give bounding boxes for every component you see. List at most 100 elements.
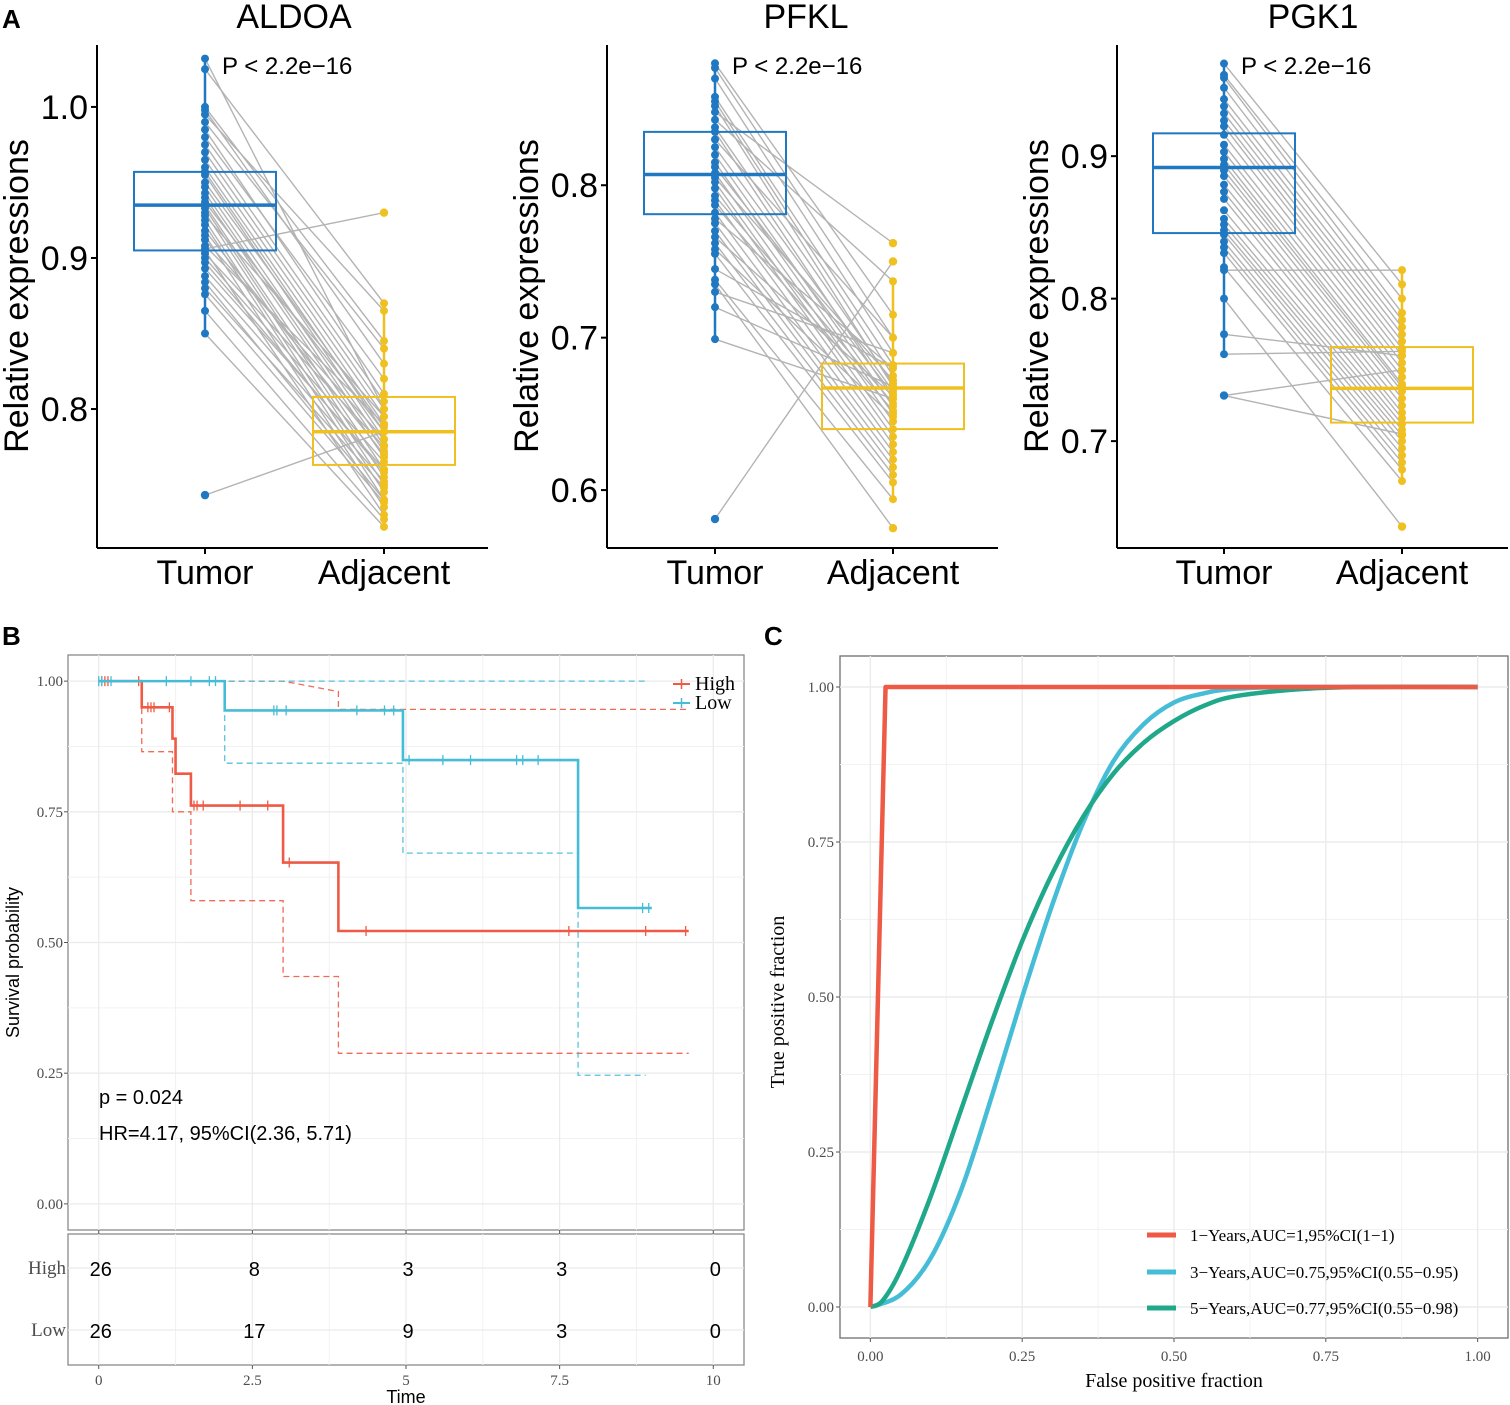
data-point-tumor (201, 220, 209, 229)
data-point-tumor (711, 233, 719, 242)
pair-line (204, 262, 385, 473)
data-point-adjacent (1398, 465, 1406, 474)
pair-line (1223, 164, 1403, 388)
legend-label-low: Low (695, 692, 732, 714)
p-value-annotation: p = 0.024 (99, 1087, 183, 1109)
data-point-adjacent (1398, 316, 1406, 325)
pair-line (1223, 169, 1403, 392)
pair-line (204, 211, 385, 250)
data-point-tumor (201, 272, 209, 281)
ci-lower-high (98, 680, 689, 1054)
x-tick-label: 0.75 (1313, 1349, 1339, 1365)
pair-line (204, 159, 385, 417)
pair-line (714, 230, 894, 468)
x-tick-label: 1.00 (1465, 1349, 1491, 1365)
pair-line (1223, 224, 1403, 436)
risk-row-label-low: Low (31, 1320, 66, 1341)
y-tick-label: 0.8 (551, 167, 598, 205)
pair-line (204, 129, 385, 395)
pair-line (204, 212, 385, 485)
data-point-tumor (201, 125, 209, 134)
data-point-tumor (201, 290, 209, 299)
y-tick-label: 0.6 (551, 472, 598, 510)
data-point-adjacent (889, 348, 897, 357)
data-point-adjacent (380, 450, 388, 459)
data-point-adjacent (380, 344, 388, 353)
pair-line (1223, 266, 1403, 482)
pair-line (714, 177, 894, 381)
data-point-adjacent (889, 394, 897, 403)
data-point-adjacent (1398, 401, 1406, 410)
outlier-point (1219, 391, 1229, 400)
data-point-adjacent (380, 389, 388, 398)
pair-line (714, 146, 894, 392)
data-point-adjacent (380, 397, 388, 406)
p-value-annotation: P < 2.2e−16 (732, 53, 862, 80)
pair-line (1223, 394, 1403, 435)
data-point-adjacent (380, 359, 388, 368)
data-point-tumor (711, 280, 719, 289)
pair-line (714, 62, 894, 316)
data-point-adjacent (1398, 420, 1406, 429)
data-point-tumor (201, 140, 209, 149)
outlier-point (888, 523, 898, 533)
roc-curve-1-year (868, 684, 1478, 1308)
data-point-tumor (1220, 147, 1228, 156)
data-point-adjacent (1398, 458, 1406, 467)
x-tick-label: 0.25 (1009, 1349, 1035, 1365)
outlier-point (1397, 522, 1407, 531)
data-point-tumor (1220, 350, 1228, 359)
p-value-annotation: P < 2.2e−16 (1241, 53, 1371, 80)
x-axis-label: Time (386, 1387, 425, 1405)
data-point-tumor (201, 133, 209, 142)
y-axis-label: Relative expressions (508, 139, 546, 453)
data-point-tumor (711, 239, 719, 248)
data-point-tumor (711, 162, 719, 171)
data-point-tumor (711, 178, 719, 187)
data-point-adjacent (1398, 387, 1406, 396)
legend-label: 5−Years,AUC=0.77,95%CI(0.55−0.98) (1190, 1299, 1458, 1318)
data-point-tumor (1220, 194, 1228, 203)
pair-line (204, 287, 385, 489)
pair-line (714, 291, 894, 354)
data-point-adjacent (889, 495, 897, 504)
ci-lower-low (98, 680, 646, 1076)
plot-title: ALDOA (236, 0, 352, 36)
legend-label-high: High (695, 673, 735, 695)
data-point-tumor (1220, 266, 1228, 275)
pair-line (1223, 134, 1403, 364)
data-point-tumor (1220, 59, 1228, 68)
pair-line (714, 268, 894, 369)
data-point-tumor (201, 182, 209, 191)
data-point-adjacent (380, 306, 388, 315)
data-point-adjacent (380, 483, 388, 492)
pair-line (1223, 246, 1403, 463)
data-point-adjacent (889, 382, 897, 391)
data-point-adjacent (889, 376, 897, 385)
pair-line (714, 78, 894, 354)
data-point-adjacent (1398, 437, 1406, 446)
pair-line (1223, 125, 1403, 357)
x-tick-label: Tumor (157, 554, 254, 592)
data-point-tumor (1220, 206, 1228, 215)
data-point-tumor (711, 143, 719, 152)
data-point-tumor (1220, 230, 1228, 239)
data-point-tumor (1220, 220, 1228, 229)
data-point-tumor (201, 148, 209, 157)
pair-line (204, 268, 385, 470)
data-point-tumor (1220, 166, 1228, 175)
data-point-tumor (1220, 237, 1228, 246)
plot-title: PFKL (763, 0, 848, 36)
data-point-adjacent (889, 440, 897, 449)
data-point-adjacent (889, 432, 897, 441)
x-axis-label: False positive fraction (1085, 1370, 1263, 1392)
pair-line (204, 250, 385, 516)
pair-line (204, 114, 385, 312)
pair-line (1223, 74, 1403, 300)
panel-label-b: B (2, 621, 21, 651)
pair-line (204, 281, 385, 501)
data-point-tumor (201, 110, 209, 119)
data-point-tumor (711, 150, 719, 159)
data-point-adjacent (380, 457, 388, 466)
